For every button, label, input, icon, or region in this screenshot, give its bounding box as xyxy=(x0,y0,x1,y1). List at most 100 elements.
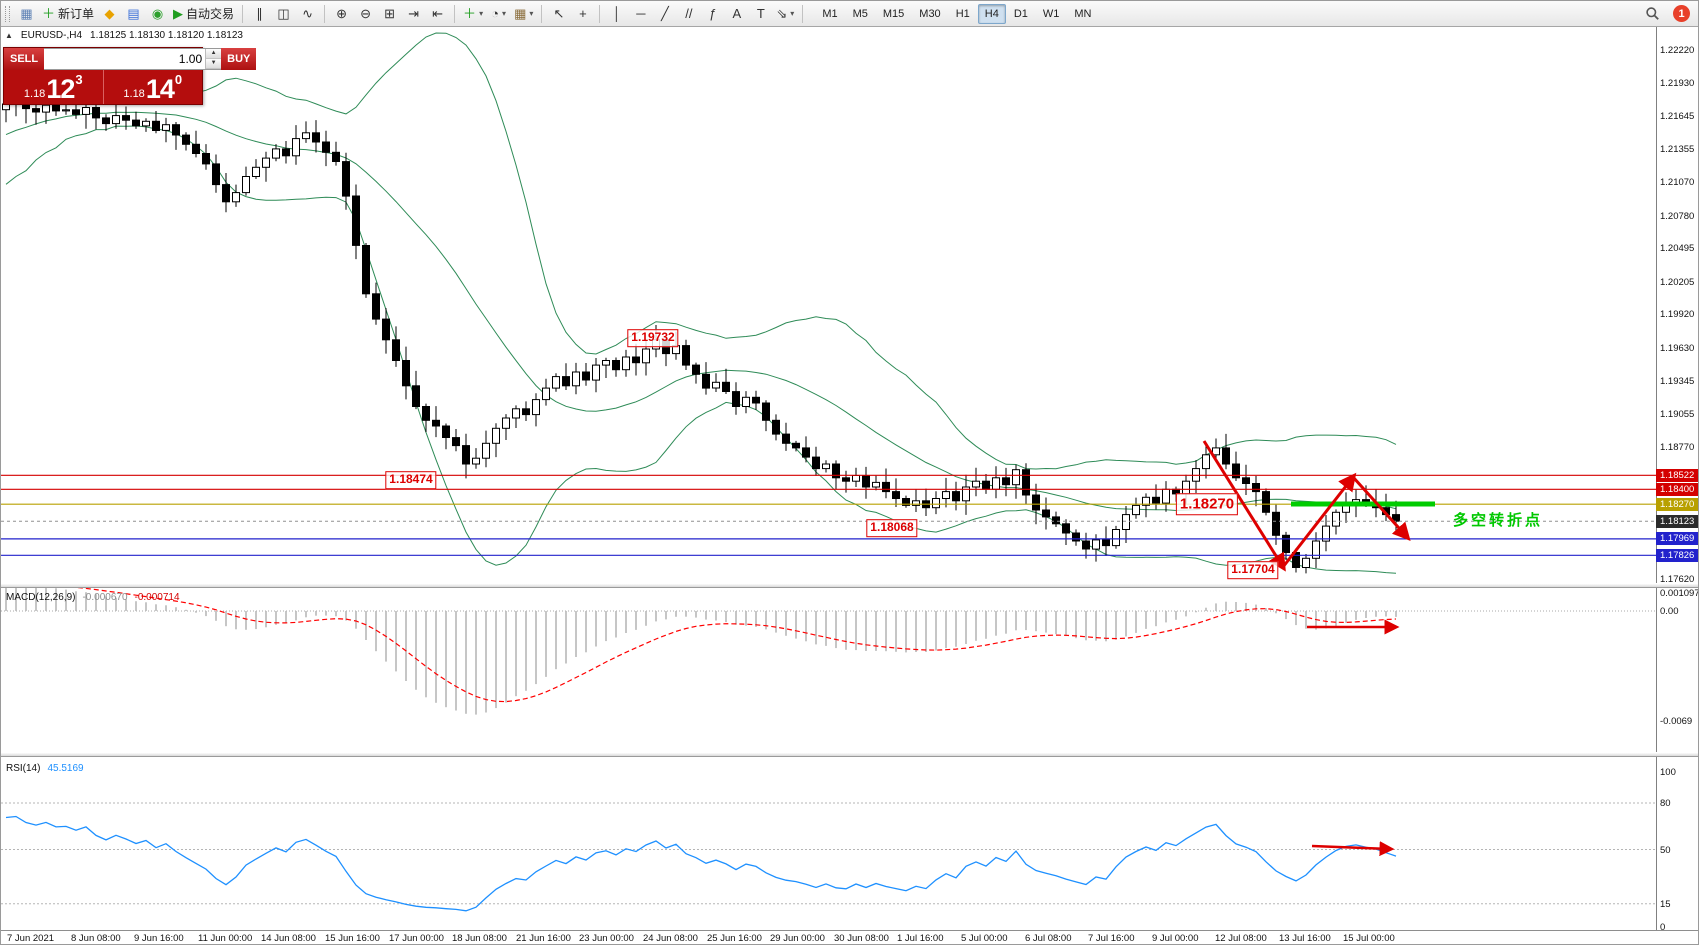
toolbar-separator xyxy=(454,4,456,23)
volume-input[interactable] xyxy=(44,49,206,69)
auto-scroll-icon: ⇥ xyxy=(408,6,419,21)
price-callout[interactable]: 1.18474 xyxy=(385,471,437,489)
toolbar-separator xyxy=(599,4,601,23)
timeframe-d1-button[interactable]: D1 xyxy=(1007,4,1035,24)
templates-icon[interactable]: ▦ ▾ xyxy=(511,3,536,25)
line-chart-type-icon[interactable]: ∿ xyxy=(296,3,319,25)
chart-shift-icon[interactable]: ⇤ xyxy=(426,3,449,25)
timeframe-w1-button[interactable]: W1 xyxy=(1036,4,1067,24)
cursor-icon[interactable]: ↖ xyxy=(547,3,570,25)
vertical-line-icon[interactable]: │ xyxy=(605,3,628,25)
rsi-indicator xyxy=(1,802,1656,912)
price-axis-label: 1.21930 xyxy=(1660,78,1695,89)
timeframe-h4-button[interactable]: H4 xyxy=(977,3,1006,24)
new-order-button[interactable]: ＋新订单 xyxy=(39,3,97,25)
toolbar-grip[interactable] xyxy=(5,5,10,22)
text-label-icon: T xyxy=(756,6,765,21)
annotation-note-text[interactable]: 多空转折点 xyxy=(1453,512,1544,529)
sell-price-big: 12 xyxy=(46,74,75,104)
price-axis-label: 1.20780 xyxy=(1660,211,1695,222)
rsi-axis-label: 80 xyxy=(1660,798,1671,809)
autotrading-button[interactable]: ▶ 自动交易 xyxy=(170,3,237,25)
price-axis-label: 1.19055 xyxy=(1660,409,1695,420)
price-tag: 1.18123 xyxy=(1656,515,1698,528)
price-axis-label: 1.17620 xyxy=(1660,574,1695,585)
price-axis-label: 1.19920 xyxy=(1660,309,1695,320)
candlestick-chart-type-icon[interactable]: ◫ xyxy=(272,3,295,25)
macd-indicator-title: MACD(12,26,9) xyxy=(6,592,76,603)
sell-price-prefix: 1.18 xyxy=(23,88,46,100)
line-chart-type-icon: ∿ xyxy=(302,6,313,21)
equidistant-channel-icon: // xyxy=(685,6,693,21)
trade-panel-prices: 1.18 12 3 1.18 14 0 xyxy=(4,70,202,104)
zoom-in-icon[interactable]: ⊕ xyxy=(330,3,353,25)
notification-badge[interactable]: 1 xyxy=(1673,5,1690,22)
trend-arrow-object[interactable] xyxy=(1281,472,1357,568)
zoom-out-icon[interactable]: ⊖ xyxy=(354,3,377,25)
rsi-value: 45.5169 xyxy=(47,763,84,774)
cursor-icon: ↖ xyxy=(553,6,565,21)
macd-label: MACD(12,26,9) -0.000670 -0.000714 xyxy=(6,592,180,603)
volume-increase-button[interactable]: ▲ xyxy=(206,49,222,59)
panel-separator-macd[interactable] xyxy=(1,583,1698,588)
buy-price-big: 14 xyxy=(145,74,175,104)
search-icon[interactable] xyxy=(1641,3,1664,25)
price-callout[interactable]: 1.19732 xyxy=(627,329,679,347)
equidistant-channel-icon[interactable]: // xyxy=(677,3,700,25)
horizontal-line-icon[interactable]: ─ xyxy=(629,3,652,25)
timeframe-h1-button[interactable]: H1 xyxy=(949,4,977,24)
sell-button[interactable]: SELL xyxy=(4,48,45,70)
timeframe-toolbar: M1 M5 M15 M30 H1 H4 D1 W1 MN xyxy=(815,3,1098,24)
charts-list-icon: ▤ xyxy=(127,6,140,21)
sell-price[interactable]: 1.18 12 3 xyxy=(4,70,104,104)
buy-button[interactable]: BUY xyxy=(221,48,257,70)
volume-decrease-button[interactable]: ▼ xyxy=(206,59,222,69)
price-tag: 1.17826 xyxy=(1656,549,1698,562)
fibonacci-icon[interactable]: ƒ xyxy=(701,3,724,25)
arrows-dropdown-icon: ⇘ xyxy=(776,6,788,21)
buy-price[interactable]: 1.18 14 0 xyxy=(104,70,203,104)
bar-chart-type-icon[interactable]: ∥ xyxy=(248,3,271,25)
text-icon[interactable]: A xyxy=(725,3,748,25)
toolbar-separator xyxy=(324,4,326,23)
crosshair-icon: + xyxy=(579,6,587,21)
macd-signal-value: -0.000714 xyxy=(134,592,180,603)
timeframe-m30-button[interactable]: M30 xyxy=(912,4,947,24)
rsi-arrow-object[interactable] xyxy=(1311,841,1395,857)
rsi-indicator-title: RSI(14) xyxy=(6,763,41,774)
arrows-dropdown-icon[interactable]: ⇘ ▾ xyxy=(773,3,797,25)
collapse-trade-panel-icon[interactable]: ▲ xyxy=(5,31,13,40)
timeframe-m5-button[interactable]: M5 xyxy=(846,4,875,24)
price-axis-label: 1.18770 xyxy=(1660,442,1695,453)
trendline-icon[interactable]: ╱ xyxy=(653,3,676,25)
time-axis[interactable]: 7 Jun 2021 8 Jun 08:00 9 Jun 16:00 11 Jun 0… xyxy=(1,930,1698,944)
text-label-icon[interactable]: T xyxy=(749,3,772,25)
price-axis[interactable]: 1.22220 1.21930 1.21645 1.21355 1.21070 1.207… xyxy=(1656,27,1698,933)
tile-windows-icon[interactable]: ⊞ xyxy=(378,3,401,25)
community-icon[interactable]: ◉ xyxy=(146,3,169,25)
price-callout[interactable]: 1.17704 xyxy=(1227,561,1279,579)
price-callout[interactable]: 1.18068 xyxy=(866,519,918,537)
chart-window-icon[interactable]: ▦ xyxy=(15,3,38,25)
timeframe-m15-button[interactable]: M15 xyxy=(876,4,911,24)
time-axis-label: 15 Jun 16:00 xyxy=(325,933,380,944)
horizontal-line-icon: ─ xyxy=(636,6,646,21)
periods-icon[interactable]: ◔ ▾ xyxy=(487,3,510,25)
add-indicator-icon[interactable]: ＋ ▾ xyxy=(460,3,486,25)
templates-icon: ▦ xyxy=(514,6,527,21)
new-order-button-label: 新订单 xyxy=(58,7,95,21)
chart-canvas[interactable] xyxy=(1,27,1699,945)
crosshair-icon[interactable]: + xyxy=(571,3,594,25)
timeframe-m1-button[interactable]: M1 xyxy=(815,4,844,24)
panel-separator-rsi[interactable] xyxy=(1,752,1698,757)
mql5-market-icon[interactable]: ◆ xyxy=(98,3,121,25)
trend-arrow-object[interactable] xyxy=(1351,475,1411,542)
timeframe-mn-button[interactable]: MN xyxy=(1067,4,1098,24)
text-icon: A xyxy=(732,6,742,21)
toolbar-buttons: ▦ ＋新订单 ◆ ▤ ◉ ▶ 自动交易 ∥ ◫ ∿ ⊕ ⊖ ⊞ ⇥ ⇤ ＋ ▾ ◔ ▾ ▦ ▾ ↖ + │ ─ ╱//ƒ A T ⇘ ▾ xyxy=(15,3,807,25)
charts-list-icon[interactable]: ▤ xyxy=(122,3,145,25)
price-callout[interactable]: 1.18270 xyxy=(1175,493,1239,515)
trend-arrow-object[interactable] xyxy=(1202,440,1286,572)
auto-scroll-icon[interactable]: ⇥ xyxy=(402,3,425,25)
price-axis-label: 1.21070 xyxy=(1660,177,1695,188)
